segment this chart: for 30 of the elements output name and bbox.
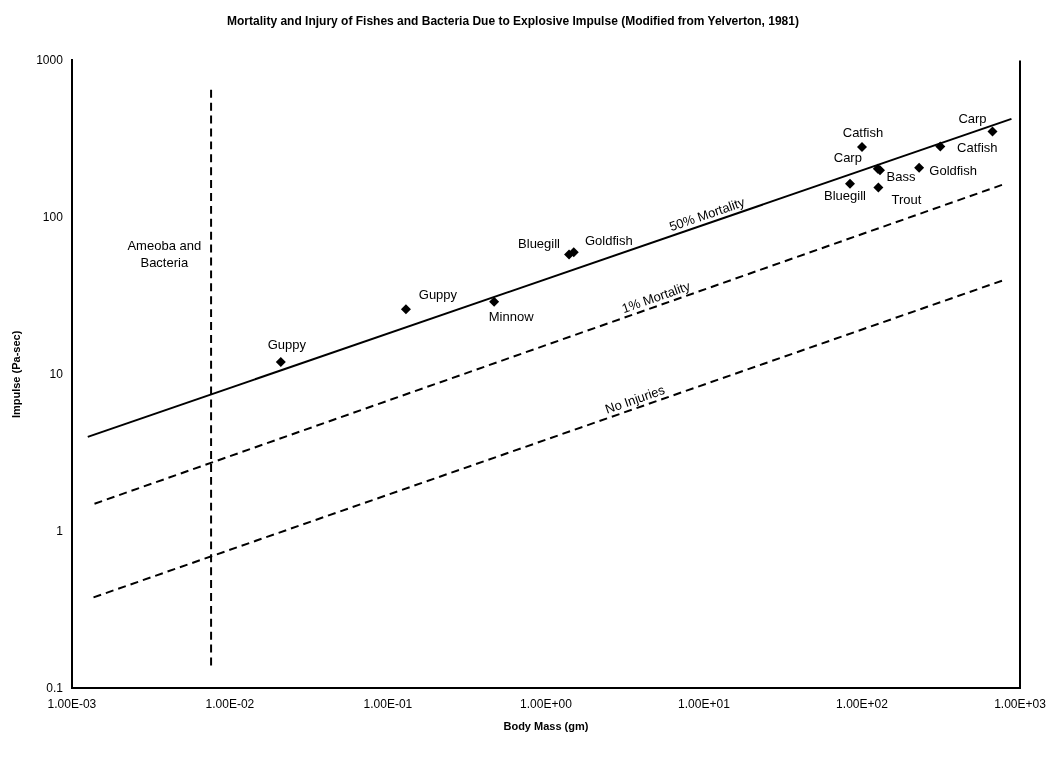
annotation: Carp [958,111,987,127]
y-tick-label: 10 [49,366,64,381]
x-tick-label: 1.00E+00 [520,696,573,711]
annotation: Guppy [267,336,307,352]
x-tick-label: 1.00E+01 [678,696,731,711]
annotation: Goldfish [929,163,977,179]
annotation: Bluegill [824,188,867,204]
y-tick-label: 100 [42,209,64,224]
x-tick-label: 1.00E-02 [205,696,255,711]
annotation: Carp [833,150,862,166]
annotation: Ameoba and Bacteria [127,238,202,271]
annotation: Catfish [842,124,884,140]
annotation: Bass [886,168,916,184]
x-axis-title: Body Mass (gm) [503,720,589,733]
annotation: Trout [891,192,922,208]
annotation: Catfish [957,140,998,156]
y-tick-label: 1000 [36,52,64,67]
annotation: Bluegill [518,236,561,252]
x-tick-label: 1.00E-01 [363,696,413,711]
y-tick-label: 1 [56,523,64,538]
chart-title: Mortality and Injury of Fishes and Bacteria Due to Explosive Impulse (Modified from Yelverton, 1981) [227,13,799,28]
x-tick-label: 1.00E+03 [994,696,1047,711]
annotation: Goldfish [584,232,633,248]
annotation: Guppy [418,286,458,302]
y-tick-label: 0.1 [46,680,64,695]
x-tick-label: 1.00E+02 [836,696,889,711]
y-axis-title: Impulse (Pa-sec) [9,330,22,419]
annotation: Minnow [488,309,535,325]
x-tick-label: 1.00E-03 [47,696,97,711]
annotation: No Injuries [603,381,668,417]
